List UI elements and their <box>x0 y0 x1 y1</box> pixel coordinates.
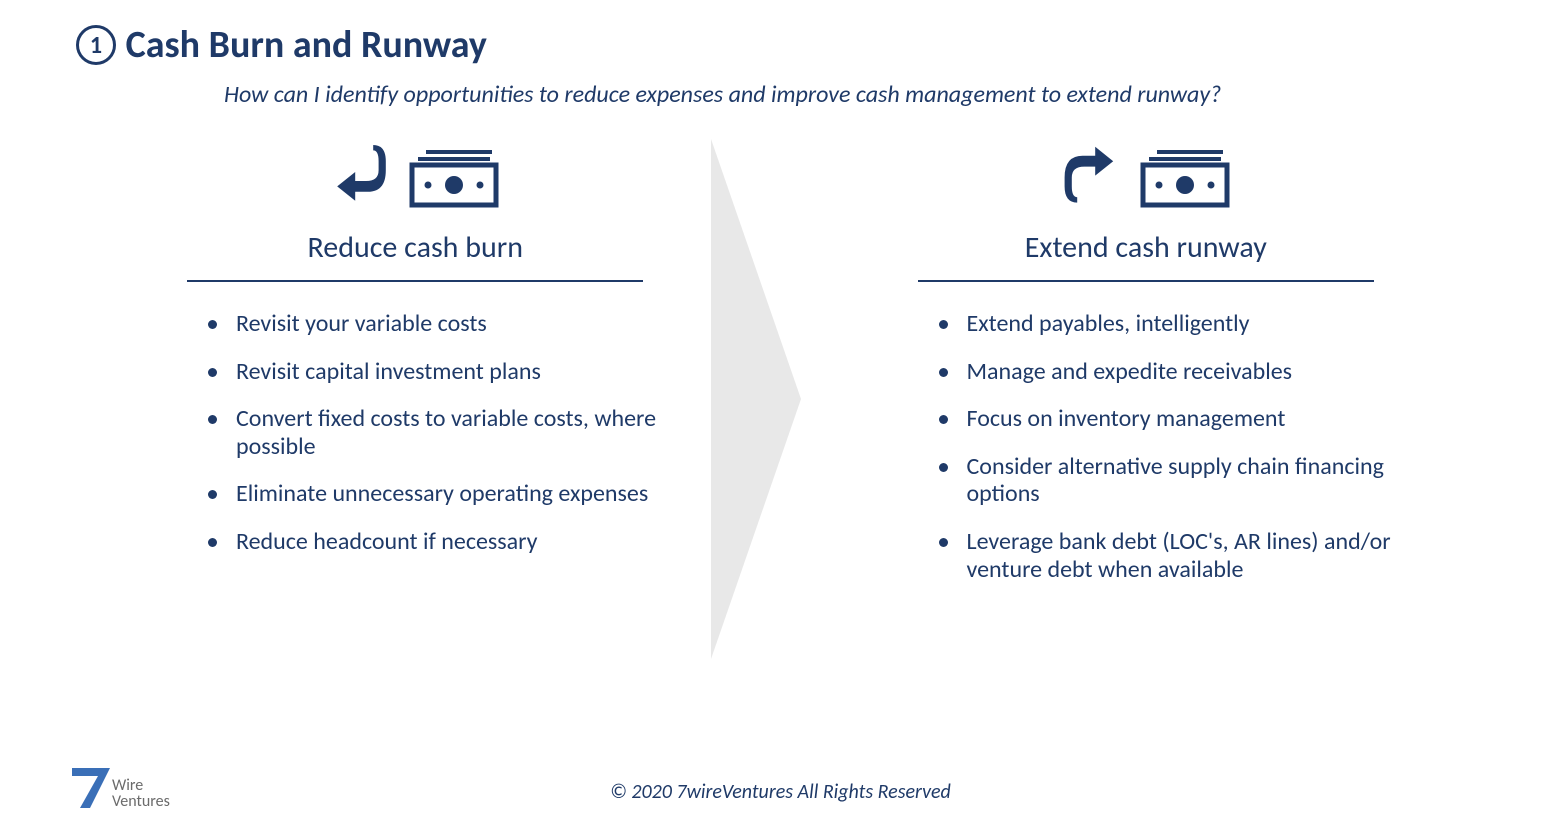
logo-text-bottom: Ventures <box>112 794 170 810</box>
slide-number-badge: 1 <box>76 25 116 65</box>
logo-7-icon <box>70 760 114 810</box>
right-column-title: Extend cash runway <box>881 229 1412 280</box>
list-item: Convert fixed costs to variable costs, w… <box>208 405 661 460</box>
list-item: Reduce headcount if necessary <box>208 528 661 556</box>
content-area: Reduce cash burn Revisit your variable c… <box>0 139 1561 603</box>
list-item: Focus on inventory management <box>939 405 1392 433</box>
left-bullet-list: Revisit your variable costs Revisit capi… <box>150 310 681 556</box>
list-item: Revisit your variable costs <box>208 310 661 338</box>
list-item: Leverage bank debt (LOC's, AR lines) and… <box>939 528 1392 583</box>
money-icon <box>408 145 500 214</box>
right-icon-row <box>881 139 1412 219</box>
arrow-up-icon <box>1061 145 1121 214</box>
slide-header: 1 Cash Burn and Runway How can I identif… <box>0 0 1561 109</box>
slide-subtitle: How can I identify opportunities to redu… <box>224 80 1561 109</box>
left-column-title: Reduce cash burn <box>150 229 681 280</box>
right-bullet-list: Extend payables, intelligently Manage an… <box>881 310 1412 583</box>
list-item: Extend payables, intelligently <box>939 310 1392 338</box>
right-column: Extend cash runway Extend payables, inte… <box>851 139 1442 603</box>
list-item: Manage and expedite receivables <box>939 358 1392 386</box>
list-item: Consider alternative supply chain financ… <box>939 453 1392 508</box>
arrow-divider-icon <box>711 139 851 659</box>
slide-title: Cash Burn and Runway <box>126 22 487 68</box>
brand-logo: Wire Ventures <box>70 760 170 810</box>
left-divider <box>187 280 643 282</box>
list-item: Revisit capital investment plans <box>208 358 661 386</box>
money-icon <box>1139 145 1231 214</box>
arrow-down-icon <box>330 145 390 214</box>
footer-copyright: © 2020 7wireVentures All Rights Reserved <box>0 780 1561 804</box>
left-column: Reduce cash burn Revisit your variable c… <box>120 139 711 603</box>
right-divider <box>918 280 1374 282</box>
left-icon-row <box>150 139 681 219</box>
list-item: Eliminate unnecessary operating expenses <box>208 480 661 508</box>
